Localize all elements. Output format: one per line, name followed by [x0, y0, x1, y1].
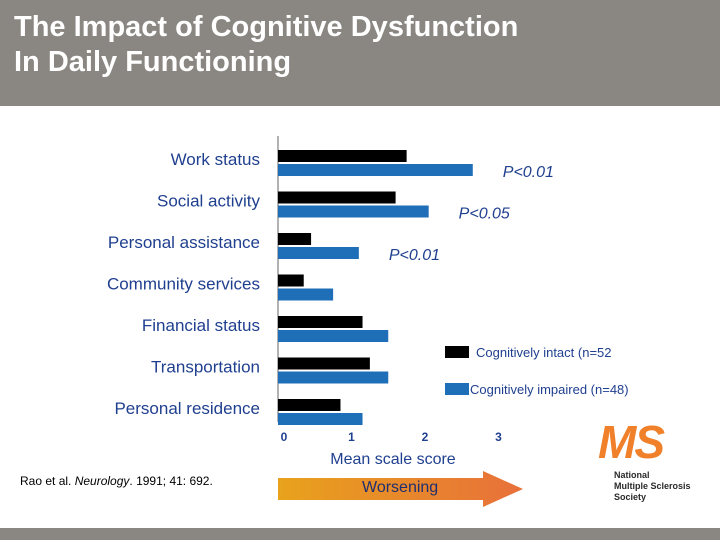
citation: Rao et al. Neurology. 1991; 41: 692.: [20, 474, 213, 488]
bar: [278, 399, 341, 411]
title-line-1: The Impact of Cognitive Dysfunction: [14, 11, 519, 43]
worsening-arrow: Worsening: [278, 471, 523, 507]
category-label: Personal assistance: [108, 233, 260, 252]
category-label: Community services: [107, 275, 260, 294]
arrow-icon: [278, 471, 523, 507]
p-value-label: P<0.05: [459, 206, 510, 223]
category-label: Financial status: [142, 316, 260, 335]
bar: [278, 357, 370, 370]
x-axis-title: Mean scale score: [330, 451, 455, 468]
bar: [278, 233, 312, 245]
bar: [278, 413, 363, 425]
category-label: Social activity: [157, 192, 260, 211]
category-label: Work status: [171, 150, 260, 169]
x-tick-label: 3: [495, 430, 502, 444]
bar: [278, 191, 396, 204]
title-line-2: In Daily Functioning: [14, 45, 292, 78]
ms-society-logo: MS National Multiple Sclerosis Society: [598, 415, 708, 510]
worsening-label: Worsening: [362, 479, 439, 496]
bar: [278, 316, 363, 328]
category-label: Transportation: [151, 358, 260, 377]
p-value-label: P<0.01: [389, 247, 440, 264]
legend-swatch: [445, 383, 469, 395]
page-title: The Impact of Cognitive Dysfunction In D…: [14, 10, 518, 80]
logo-text: National Multiple Sclerosis Society: [614, 470, 691, 502]
citation-journal: Neurology: [74, 474, 130, 488]
bar: [278, 247, 359, 259]
logo-line-2: Multiple Sclerosis: [614, 480, 691, 491]
legend-label: Cognitively intact (n=52: [476, 345, 612, 360]
logo-letters: MS: [598, 416, 665, 468]
p-value-label: P<0.01: [503, 164, 554, 181]
x-tick-label: 2: [422, 430, 429, 444]
bar: [278, 150, 407, 162]
bar: [278, 205, 429, 218]
header-bar: The Impact of Cognitive Dysfunction In D…: [0, 0, 720, 106]
x-tick-label: 1: [348, 430, 355, 444]
logo-line-3: Society: [614, 491, 647, 502]
logo-line-1: National: [614, 470, 650, 480]
citation-suffix: . 1991; 41: 692.: [129, 474, 213, 488]
x-tick-label: 0: [281, 430, 288, 444]
bar: [278, 371, 389, 384]
legend-label: Cognitively impaired (n=48): [470, 382, 629, 397]
footer-band: [0, 528, 720, 540]
bar: [278, 164, 473, 176]
bar: [278, 288, 334, 301]
bar: [278, 330, 389, 342]
category-label: Personal residence: [114, 399, 260, 418]
legend-swatch: [445, 346, 469, 358]
bar: [278, 274, 304, 287]
citation-prefix: Rao et al.: [20, 474, 75, 488]
